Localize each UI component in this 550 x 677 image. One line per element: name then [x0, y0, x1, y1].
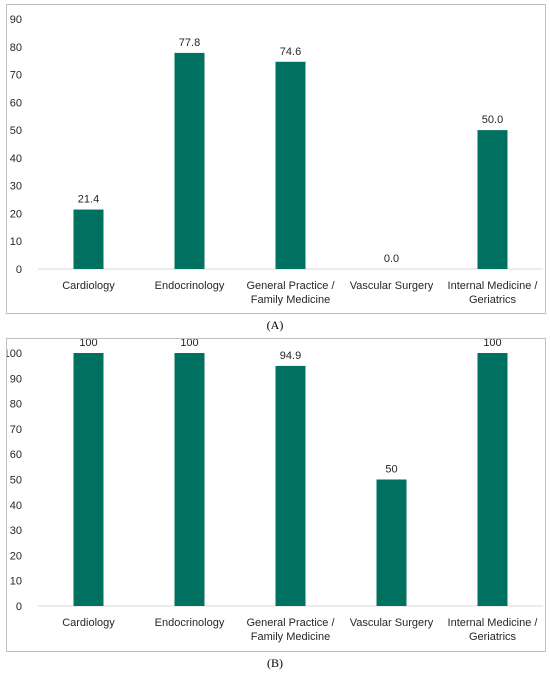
- category-label-b-3: General Practice /: [246, 617, 335, 629]
- y-tick-label-b: 70: [10, 424, 22, 436]
- data-label-a-2: 77.8: [179, 37, 200, 49]
- data-label-b-4: 50: [385, 464, 397, 476]
- y-tick-label-b: 80: [10, 399, 22, 411]
- y-tick-label-a: 10: [10, 236, 22, 248]
- category-label-b-5: Internal Medicine /: [448, 617, 539, 629]
- category-label-b-1: Cardiology: [62, 617, 115, 629]
- category-label-a-5: Internal Medicine /: [448, 280, 539, 292]
- caption-a: (A): [266, 318, 284, 332]
- y-tick-label-a: 0: [16, 264, 22, 276]
- category-label-b-2: Endocrinology: [155, 617, 225, 629]
- y-tick-label-b: 60: [10, 449, 22, 461]
- bar-b-1: [73, 353, 104, 606]
- category-label-a-3: General Practice /: [246, 280, 335, 292]
- y-tick-label-a: 50: [10, 125, 22, 137]
- category-label-b-3: Family Medicine: [251, 631, 330, 643]
- bar-a-3: [275, 61, 306, 270]
- data-label-a-3: 74.6: [280, 46, 301, 58]
- category-label-a-1: Cardiology: [62, 280, 115, 292]
- y-tick-label-a: 60: [10, 97, 22, 109]
- bar-b-4: [376, 479, 407, 606]
- data-label-b-1: 100: [79, 339, 97, 349]
- bar-a-5: [477, 130, 508, 269]
- bar-a-2: [174, 52, 205, 270]
- category-label-a-3: Family Medicine: [251, 294, 330, 306]
- data-label-a-5: 50.0: [482, 114, 503, 126]
- y-tick-label-b: 30: [10, 525, 22, 537]
- y-tick-label-b: 90: [10, 373, 22, 385]
- y-tick-label-a: 40: [10, 153, 22, 165]
- y-tick-label-b: 0: [16, 601, 22, 613]
- bar-chart-b: 0 10 20 30 40 50 60 70 80 90 100 100 Cardiology 100 En…: [7, 339, 543, 643]
- y-tick-label-b: 50: [10, 475, 22, 487]
- y-tick-label-b: 10: [10, 576, 22, 588]
- y-tick-label-a: 70: [10, 70, 22, 82]
- caption-b: (B): [267, 656, 283, 670]
- y-tick-label-a: 80: [10, 42, 22, 54]
- bar-b-5: [477, 353, 508, 606]
- chart-panel-b: 0 10 20 30 40 50 60 70 80 90 100 100 Cardiology 100 En…: [6, 338, 546, 652]
- y-tick-label-b: 40: [10, 500, 22, 512]
- category-label-b-5: Geriatrics: [469, 631, 517, 643]
- bar-chart-a: 0 10 20 30 40 50 60 70 80 90 21.4 Cardiology 77.8 End…: [10, 14, 543, 306]
- bar-b-2: [174, 353, 205, 606]
- data-label-a-1: 21.4: [78, 194, 99, 206]
- bar-b-3: [275, 365, 306, 606]
- data-label-a-4: 0.0: [384, 253, 399, 265]
- data-label-b-5: 100: [483, 339, 501, 349]
- bar-a-1: [73, 209, 104, 269]
- y-tick-label-b: 100: [7, 348, 22, 360]
- category-label-a-5: Geriatrics: [469, 294, 517, 306]
- y-tick-label-a: 30: [10, 181, 22, 193]
- data-label-b-2: 100: [180, 339, 198, 349]
- y-tick-label-a: 90: [10, 14, 22, 26]
- y-tick-label-b: 20: [10, 550, 22, 562]
- category-label-b-4: Vascular Surgery: [350, 617, 434, 629]
- category-label-a-2: Endocrinology: [155, 280, 225, 292]
- data-label-b-3: 94.9: [280, 350, 301, 362]
- y-tick-label-a: 20: [10, 208, 22, 220]
- chart-panel-a: 0 10 20 30 40 50 60 70 80 90 21.4 Cardiology 77.8 End…: [6, 4, 546, 314]
- category-label-a-4: Vascular Surgery: [350, 280, 434, 292]
